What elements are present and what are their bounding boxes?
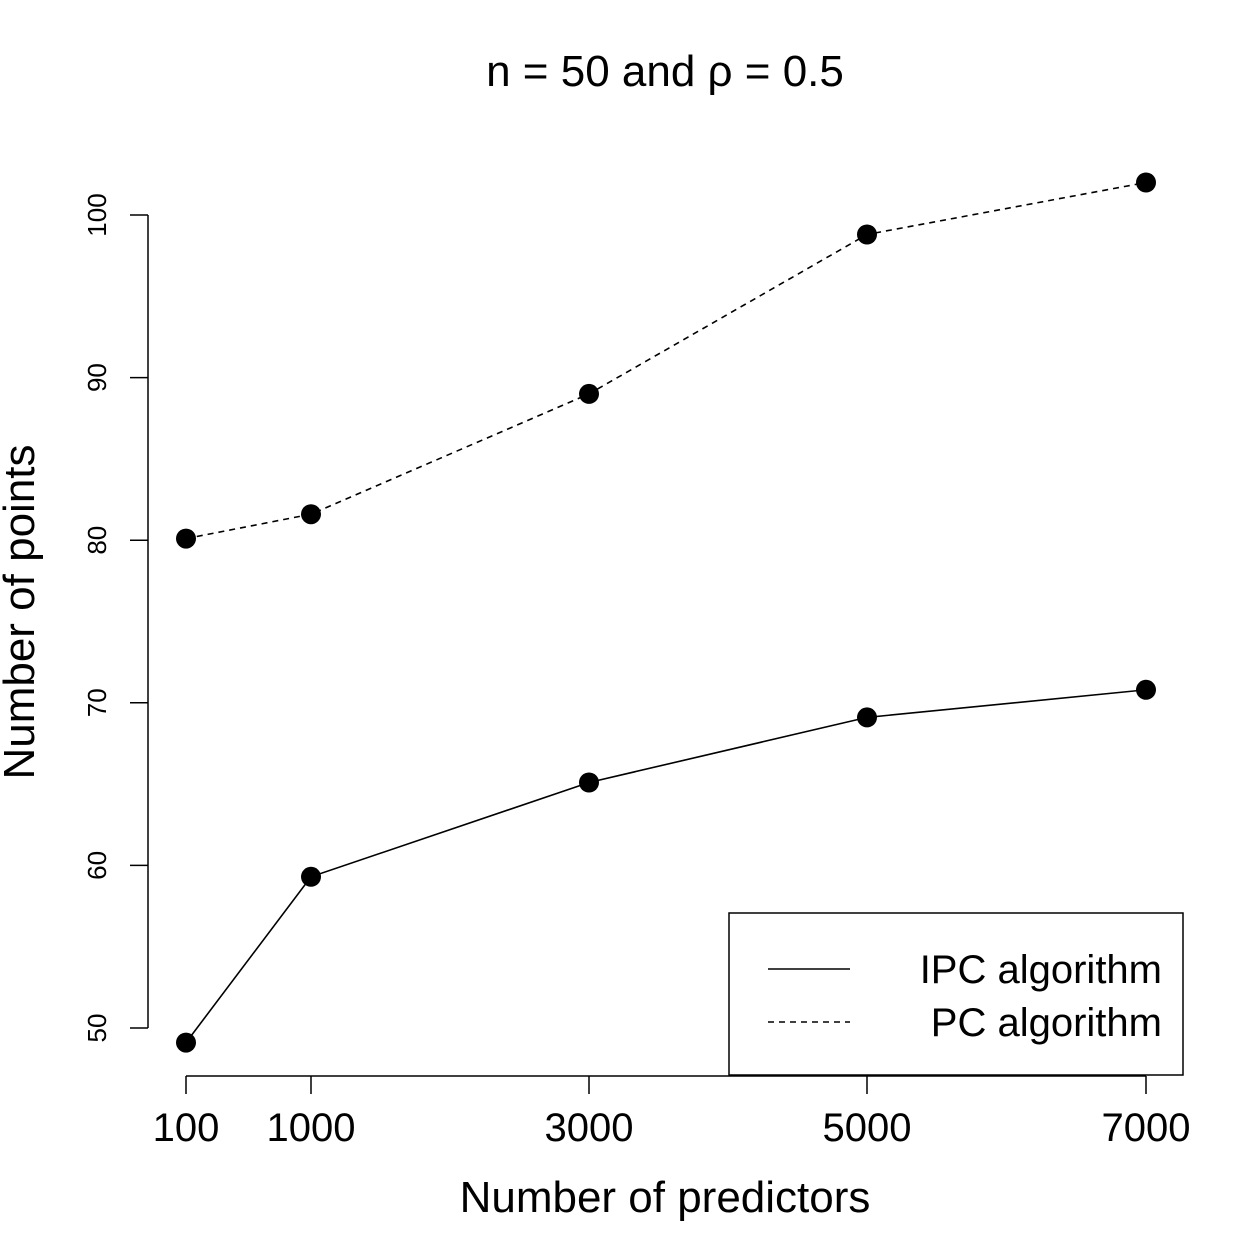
data-point-pc [579,383,599,404]
data-point-pc [1136,172,1156,193]
x-axis-title: Number of predictors [460,1173,871,1222]
y-tick-label: 90 [82,363,112,392]
chart-title: n = 50 and ρ = 0.5 [486,47,844,96]
x-axis: 100 1000 3000 5000 7000 [153,1075,1191,1150]
legend-label-ipc: IPC algorithm [920,948,1162,992]
data-point-ipc [301,866,321,887]
x-tick-label: 100 [153,1106,220,1150]
legend: IPC algorithm PC algorithm [728,912,1184,1076]
data-point-ipc [1136,679,1156,700]
series-layer [176,172,1156,1053]
data-point-ipc [176,1032,196,1053]
x-tick-label: 3000 [545,1106,634,1150]
data-point-pc [301,504,321,525]
data-point-pc [176,528,196,549]
y-axis-title: Number of points [0,444,44,779]
legend-box [728,912,1184,1076]
data-point-ipc [579,772,599,793]
series-line-pc [185,181,1147,540]
legend-label-pc: PC algorithm [931,1001,1162,1045]
y-axis: 50 60 70 80 90 100 [82,193,149,1043]
x-tick-label: 1000 [267,1106,356,1150]
y-tick-label: 60 [82,851,112,880]
y-tick-label: 80 [82,526,112,555]
x-tick-label: 7000 [1102,1106,1191,1150]
data-point-pc [857,224,877,245]
data-point-ipc [857,707,877,728]
x-tick-label: 5000 [823,1106,912,1150]
y-tick-label: 70 [82,688,112,717]
y-tick-label: 100 [82,193,112,236]
y-tick-label: 50 [82,1014,112,1043]
